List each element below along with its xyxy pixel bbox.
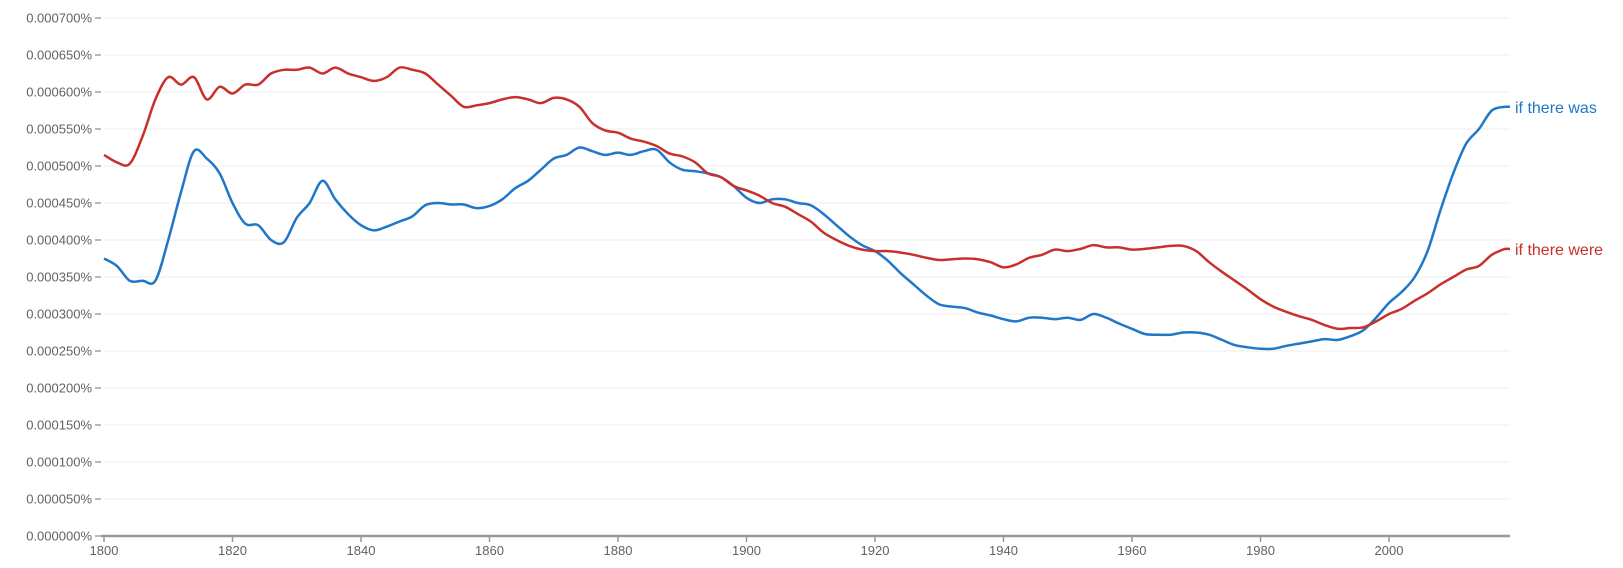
series-line[interactable]	[103, 105, 1510, 351]
y-tick-label: 0.000500%	[26, 159, 92, 174]
y-tick-label: 0.000450%	[26, 196, 92, 211]
x-tick-label: 1980	[1246, 543, 1275, 558]
series-labels: if there was if there were	[1515, 100, 1603, 259]
x-axis: 1800 1820 1840 1860 1880 1900 1920 1940 1960 1980…	[90, 534, 1510, 558]
y-tick-label: 0.000600%	[26, 85, 92, 100]
x-tick-label: 1820	[218, 543, 247, 558]
gridlines	[104, 17, 1510, 500]
x-tick-label: 2000	[1375, 543, 1404, 558]
y-tick-label: 0.000000%	[26, 529, 92, 544]
series-line[interactable]	[103, 66, 1510, 331]
x-tick-label: 1960	[1118, 543, 1147, 558]
y-tick-label: 0.000200%	[26, 381, 92, 396]
x-tick-label: 1900	[732, 543, 761, 558]
y-tick-label: 0.000250%	[26, 344, 92, 359]
y-tick-label: 0.000150%	[26, 418, 92, 433]
series-label[interactable]: if there were	[1515, 242, 1603, 259]
x-tick-label: 1860	[475, 543, 504, 558]
y-tick-label: 0.000650%	[26, 48, 92, 63]
y-tick-label: 0.000300%	[26, 307, 92, 322]
y-tick-label: 0.000350%	[26, 270, 92, 285]
y-axis: 0.000000% 0.000050% 0.000100% 0.000150% 0.00…	[26, 11, 101, 544]
y-tick-label: 0.000550%	[26, 122, 92, 137]
series-label[interactable]: if there was	[1515, 100, 1597, 117]
x-tick-label: 1920	[861, 543, 890, 558]
y-tick-label: 0.000400%	[26, 233, 92, 248]
x-tick-label: 1880	[604, 543, 633, 558]
x-tick-label: 1840	[347, 543, 376, 558]
y-tick-label: 0.000100%	[26, 455, 92, 470]
x-tick-label: 1940	[989, 543, 1018, 558]
y-tick-label: 0.000050%	[26, 492, 92, 507]
series-lines	[103, 66, 1510, 351]
x-tick-label: 1800	[90, 543, 119, 558]
y-tick-label: 0.000700%	[26, 11, 92, 26]
